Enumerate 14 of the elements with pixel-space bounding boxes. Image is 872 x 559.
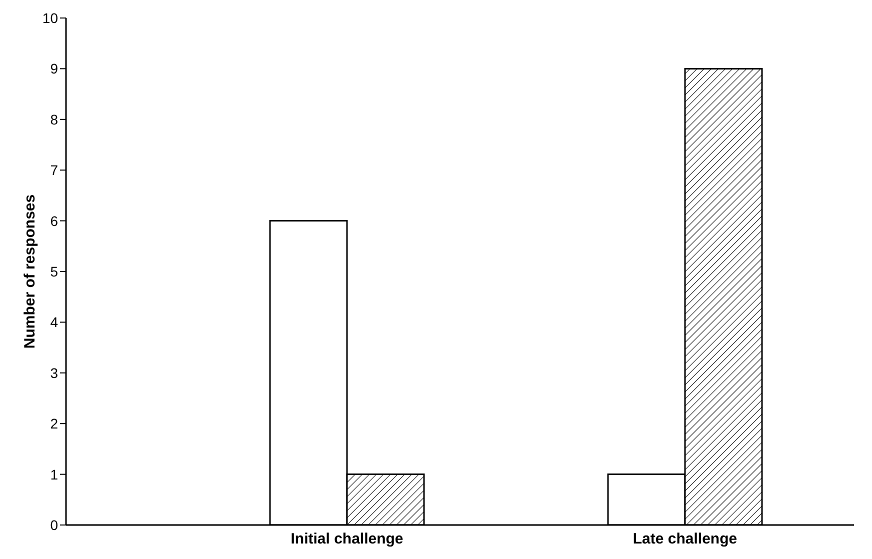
x-tick-label: Late challenge — [632, 530, 738, 548]
y-tick-label: 9 — [50, 60, 58, 77]
y-tick-label: 0 — [50, 516, 58, 533]
y-tick-label: 6 — [50, 212, 58, 229]
y-tick-label: 5 — [50, 263, 58, 280]
x-tick-label: Initial challenge — [290, 530, 404, 548]
y-tick-label: 2 — [50, 416, 58, 432]
y-tick-label: 7 — [50, 162, 58, 178]
y-tick-label: 4 — [50, 314, 58, 330]
y-axis-title: Number of responses — [22, 194, 38, 349]
y-tick-label: 8 — [50, 111, 58, 128]
y-tick-label: 1 — [50, 466, 58, 482]
y-tick-label: 3 — [50, 364, 58, 381]
y-tick-label: 10 — [42, 10, 58, 26]
